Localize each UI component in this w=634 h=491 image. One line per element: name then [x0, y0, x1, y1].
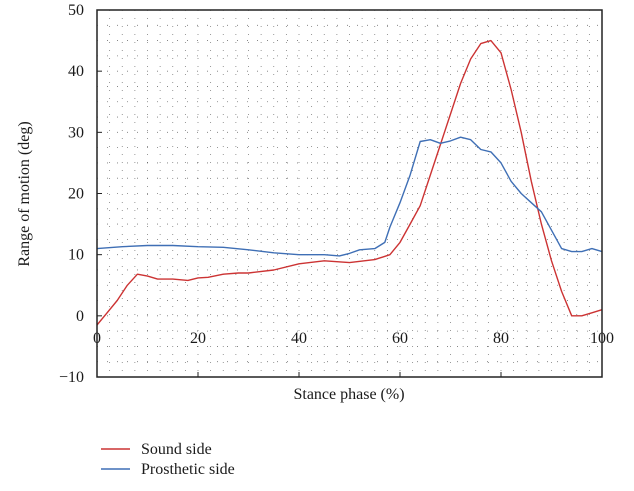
axis-ticks: 0 20 40 60 80 100 −10 0 10 20 30 40 50	[59, 2, 614, 386]
x-axis-title: Stance phase (%)	[293, 386, 404, 403]
x-tick-label: 100	[590, 330, 614, 347]
plot-series	[96, 39, 603, 326]
x-tick-label: 20	[190, 330, 206, 347]
y-tick-label: 30	[68, 124, 84, 141]
y-tick-label: 0	[76, 308, 84, 325]
y-tick-label: 40	[68, 63, 84, 80]
legend: Sound side Prosthetic side	[101, 441, 235, 478]
series-line-prosthetic-side	[96, 136, 603, 257]
y-tick-label: 20	[68, 186, 84, 203]
x-tick-label: 60	[392, 330, 408, 347]
x-tick-label: 0	[93, 330, 101, 347]
plot-frame	[96, 9, 603, 378]
y-axis-title: Range of motion (deg)	[16, 121, 33, 266]
legend-label: Sound side	[141, 441, 212, 458]
x-tick-label: 80	[493, 330, 509, 347]
y-tick-label: −10	[59, 369, 84, 386]
plot-grid	[97, 10, 602, 377]
y-tick-label: 10	[68, 247, 84, 264]
series-line-sound-side	[96, 39, 603, 326]
x-tick-label: 40	[291, 330, 307, 347]
y-tick-label: 50	[68, 2, 84, 19]
legend-label: Prosthetic side	[141, 461, 235, 478]
